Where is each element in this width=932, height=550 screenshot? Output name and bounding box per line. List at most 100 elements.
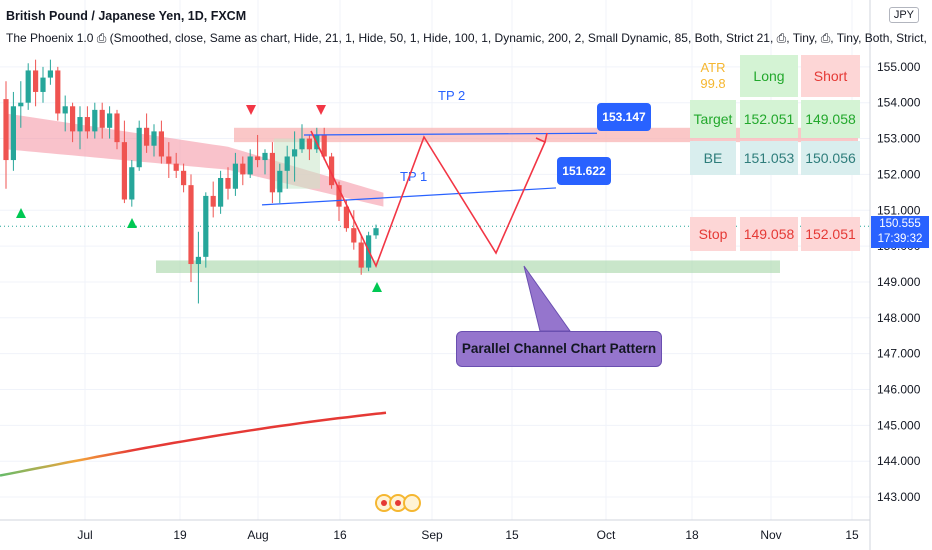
x-tick-label: 18 bbox=[685, 528, 699, 542]
x-tick-label: 16 bbox=[333, 528, 347, 542]
candle-body bbox=[77, 117, 83, 132]
stop-short: 152.051 bbox=[801, 217, 860, 251]
buy-signal-triangle bbox=[372, 282, 382, 292]
candle-body bbox=[329, 156, 335, 186]
candle-body bbox=[358, 242, 364, 268]
candle-body bbox=[33, 70, 39, 92]
overlays: TP 1 TP 2 bbox=[0, 88, 598, 512]
x-tick-label: Sep bbox=[421, 528, 443, 542]
y-tick-label: 154.000 bbox=[877, 96, 921, 110]
stop-label: Stop bbox=[690, 217, 736, 251]
tp2-channel-line bbox=[303, 132, 598, 136]
pattern-callout[interactable]: Parallel Channel Chart Pattern bbox=[456, 331, 662, 367]
sell-signal-triangle bbox=[316, 105, 326, 115]
candle-body bbox=[247, 156, 253, 175]
x-tick-label: Aug bbox=[247, 528, 268, 542]
y-tick-label: 153.000 bbox=[877, 132, 921, 146]
candle-body bbox=[195, 256, 201, 265]
candle-body bbox=[70, 106, 76, 132]
candle-body bbox=[188, 185, 194, 265]
candle-body bbox=[129, 167, 135, 200]
candle-body bbox=[262, 152, 268, 161]
candle-body bbox=[18, 102, 24, 107]
atr-label: ATR bbox=[700, 60, 726, 75]
candle-body bbox=[40, 77, 46, 92]
target-long: 152.051 bbox=[740, 100, 798, 138]
candle-body bbox=[181, 170, 187, 186]
x-tick-label: Jul bbox=[77, 528, 92, 542]
candle-body bbox=[158, 131, 164, 157]
target-short: 149.058 bbox=[801, 100, 860, 138]
x-tick-label: Nov bbox=[760, 528, 781, 542]
x-axis: Jul 19 Aug 16 Sep 15 Oct 18 Nov 15 bbox=[0, 519, 870, 542]
target-label: Target bbox=[690, 100, 736, 138]
candle-body bbox=[47, 70, 53, 78]
y-tick-label: 155.000 bbox=[877, 60, 921, 74]
be-long: 151.053 bbox=[740, 141, 798, 175]
tp1-channel-line bbox=[261, 187, 557, 206]
candle-body bbox=[373, 228, 379, 236]
y-tick-label: 148.000 bbox=[877, 311, 921, 325]
candle-body bbox=[99, 109, 105, 128]
support-zone bbox=[156, 260, 780, 273]
candle-body bbox=[321, 134, 327, 157]
projection-arrowhead bbox=[535, 132, 548, 144]
indicator-settings[interactable]: The Phoenix 1.0 ⎙ (Smoothed, close, Same… bbox=[6, 31, 927, 45]
tp2-price-box[interactable]: 153.147 bbox=[597, 103, 651, 131]
x-tick-label: 15 bbox=[505, 528, 519, 542]
last-price: 150.555 bbox=[879, 218, 921, 230]
event-marker-dot bbox=[381, 500, 387, 506]
candle-body bbox=[62, 106, 68, 114]
candle-body bbox=[277, 170, 283, 193]
tp1-price-box[interactable]: 151.622 bbox=[557, 157, 611, 185]
y-axis: 143.000 144.000 145.000 146.000 147.000 148.0… bbox=[869, 0, 921, 550]
candle-body bbox=[351, 228, 357, 243]
atr-label-cell: ATR 99.8 bbox=[690, 56, 736, 96]
buy-signal-triangle bbox=[16, 208, 26, 218]
candle-body bbox=[240, 163, 246, 175]
y-tick-label: 149.000 bbox=[877, 275, 921, 289]
event-marker bbox=[403, 494, 421, 512]
buy-signal-triangle bbox=[127, 218, 137, 228]
candle-body bbox=[173, 163, 179, 171]
atr-value: 99.8 bbox=[700, 76, 726, 91]
candle-body bbox=[92, 109, 98, 132]
candle-body bbox=[3, 99, 9, 161]
event-marker-dot bbox=[395, 500, 401, 506]
candle-body bbox=[299, 138, 305, 150]
candle-body bbox=[151, 131, 157, 146]
ma200-line bbox=[0, 411, 387, 477]
y-tick-label: 152.000 bbox=[877, 167, 921, 181]
be-short: 150.056 bbox=[801, 141, 860, 175]
x-tick-label: 19 bbox=[173, 528, 187, 542]
candle-body bbox=[284, 156, 290, 171]
x-tick-label: Oct bbox=[597, 528, 616, 542]
candle-body bbox=[114, 113, 120, 143]
candle-body bbox=[336, 185, 342, 207]
candle-body bbox=[218, 177, 224, 207]
candle-body bbox=[84, 117, 90, 132]
tp1-label: TP 1 bbox=[400, 169, 427, 184]
candle-body bbox=[255, 156, 261, 161]
candle-body bbox=[107, 113, 113, 128]
x-tick-label: 15 bbox=[845, 528, 859, 542]
bar-countdown: 17:39:32 bbox=[877, 233, 923, 245]
be-label: BE bbox=[690, 141, 736, 175]
candle-body bbox=[292, 149, 298, 157]
chart-title: British Pound / Japanese Yen, 1D, FXCM bbox=[6, 9, 247, 23]
candles bbox=[3, 59, 379, 304]
last-price-label: 150.555 17:39:32 bbox=[871, 216, 929, 248]
projection-path bbox=[310, 130, 546, 269]
short-header: Short bbox=[801, 55, 860, 97]
candle-body bbox=[210, 195, 216, 207]
candle-body bbox=[55, 70, 61, 114]
y-tick-label: 143.000 bbox=[877, 490, 921, 504]
candle-body bbox=[166, 156, 172, 164]
currency-badge[interactable]: JPY bbox=[888, 7, 919, 23]
y-tick-label: 144.000 bbox=[877, 454, 921, 468]
candle-body bbox=[10, 106, 16, 161]
candle-body bbox=[25, 70, 31, 103]
candle-body bbox=[136, 127, 142, 168]
ma-cloud bbox=[6, 113, 384, 207]
